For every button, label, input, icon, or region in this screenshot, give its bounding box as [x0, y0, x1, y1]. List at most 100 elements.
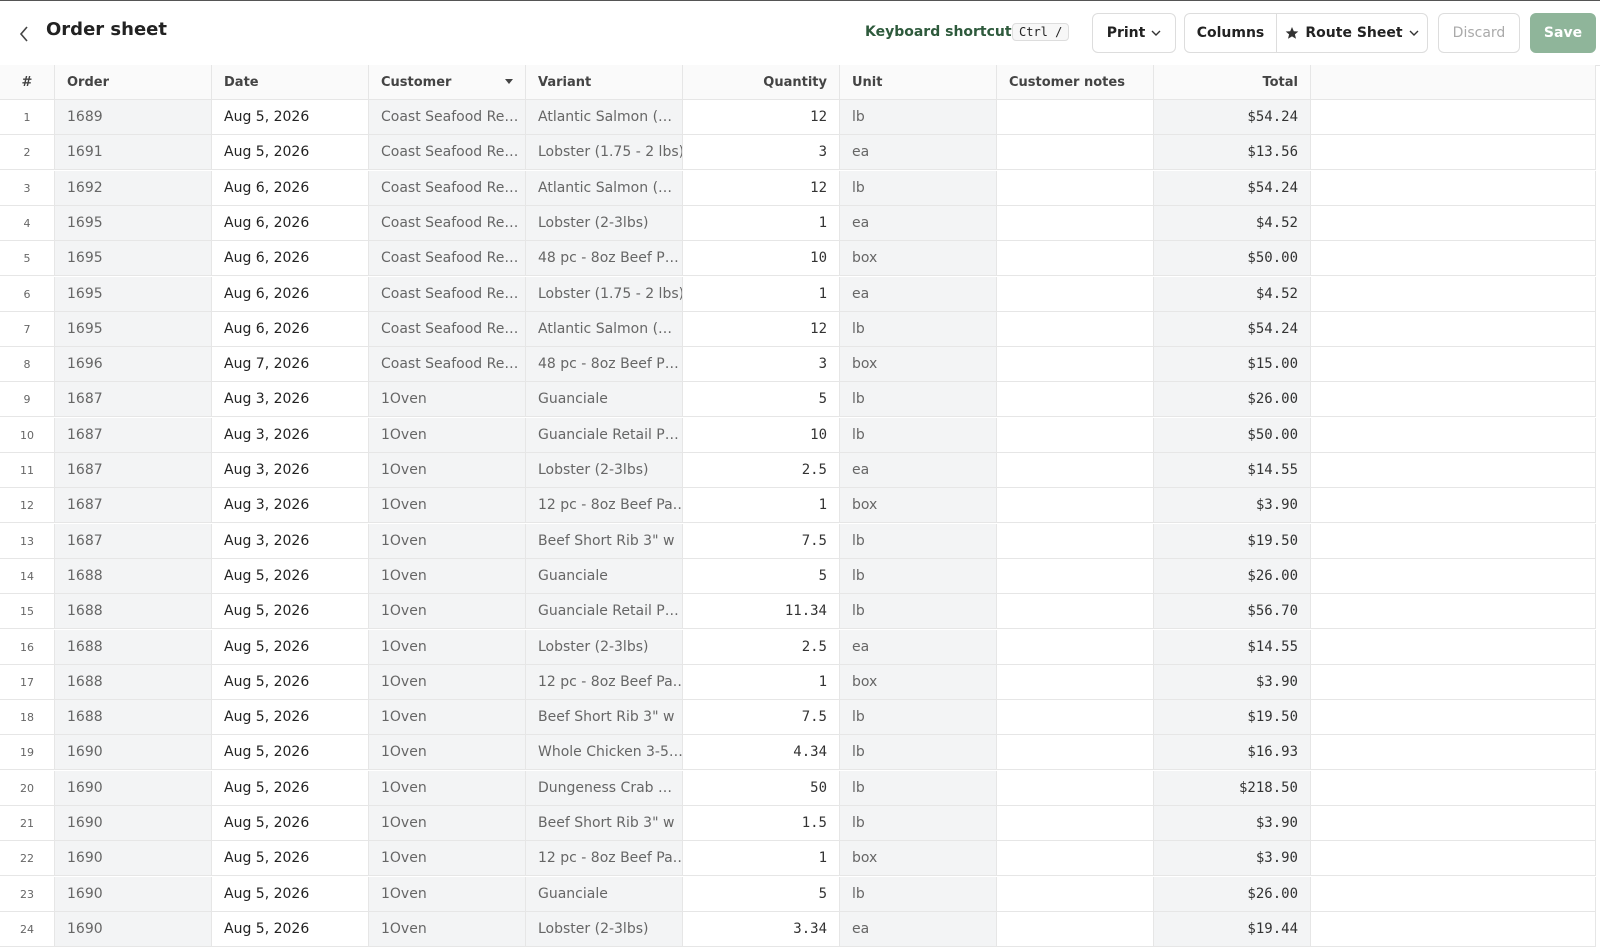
- column-header[interactable]: Variant: [526, 65, 683, 100]
- order[interactable]: 1690: [55, 876, 212, 912]
- unit[interactable]: lb: [840, 806, 997, 841]
- customer-notes[interactable]: [997, 629, 1154, 665]
- unit[interactable]: lb: [840, 170, 997, 206]
- customer[interactable]: 1Oven: [369, 417, 526, 453]
- total[interactable]: $14.55: [1154, 629, 1311, 665]
- date[interactable]: Aug 6, 2026: [212, 170, 369, 206]
- customer-notes[interactable]: [997, 770, 1154, 806]
- quantity[interactable]: 1: [683, 205, 840, 241]
- column-header[interactable]: Total: [1154, 65, 1311, 100]
- total[interactable]: $54.24: [1154, 100, 1311, 135]
- total[interactable]: $4.52: [1154, 276, 1311, 312]
- order[interactable]: 1690: [55, 841, 212, 877]
- variant[interactable]: Guanciale Retail P…: [526, 594, 683, 630]
- variant[interactable]: 48 pc - 8oz Beef P…: [526, 241, 683, 277]
- order[interactable]: 1695: [55, 205, 212, 241]
- variant[interactable]: 12 pc - 8oz Beef Pa…: [526, 488, 683, 524]
- total[interactable]: $4.52: [1154, 205, 1311, 241]
- total[interactable]: $50.00: [1154, 241, 1311, 277]
- customer[interactable]: 1Oven: [369, 911, 526, 947]
- customer[interactable]: 1Oven: [369, 841, 526, 877]
- quantity[interactable]: 5: [683, 558, 840, 594]
- shortcuts-link[interactable]: Keyboard shortcuts: [865, 24, 1020, 40]
- unit[interactable]: box: [840, 241, 997, 277]
- total[interactable]: $26.00: [1154, 382, 1311, 418]
- variant[interactable]: Atlantic Salmon (…: [526, 311, 683, 347]
- date[interactable]: Aug 7, 2026: [212, 347, 369, 383]
- date[interactable]: Aug 5, 2026: [212, 135, 369, 171]
- print-button[interactable]: Print: [1092, 13, 1176, 53]
- customer[interactable]: 1Oven: [369, 664, 526, 700]
- customer[interactable]: Coast Seafood Re…: [369, 205, 526, 241]
- date[interactable]: Aug 5, 2026: [212, 876, 369, 912]
- quantity[interactable]: 10: [683, 417, 840, 453]
- customer[interactable]: 1Oven: [369, 558, 526, 594]
- quantity[interactable]: 5: [683, 382, 840, 418]
- quantity[interactable]: 7.5: [683, 523, 840, 559]
- order[interactable]: 1688: [55, 629, 212, 665]
- order[interactable]: 1691: [55, 135, 212, 171]
- customer-notes[interactable]: [997, 911, 1154, 947]
- unit[interactable]: box: [840, 347, 997, 383]
- customer-notes[interactable]: [997, 135, 1154, 171]
- customer[interactable]: Coast Seafood Re…: [369, 241, 526, 277]
- customer[interactable]: 1Oven: [369, 594, 526, 630]
- route-sheet-button[interactable]: Route Sheet: [1276, 13, 1428, 53]
- order[interactable]: 1695: [55, 311, 212, 347]
- customer-notes[interactable]: [997, 205, 1154, 241]
- quantity[interactable]: 5: [683, 876, 840, 912]
- unit[interactable]: lb: [840, 100, 997, 135]
- order[interactable]: 1687: [55, 523, 212, 559]
- quantity[interactable]: 3: [683, 135, 840, 171]
- customer-notes[interactable]: [997, 523, 1154, 559]
- customer[interactable]: 1Oven: [369, 453, 526, 488]
- quantity[interactable]: 11.34: [683, 594, 840, 630]
- unit[interactable]: box: [840, 664, 997, 700]
- customer[interactable]: Coast Seafood Re…: [369, 311, 526, 347]
- quantity[interactable]: 1: [683, 664, 840, 700]
- quantity[interactable]: 7.5: [683, 700, 840, 736]
- total[interactable]: $13.56: [1154, 135, 1311, 171]
- variant[interactable]: Atlantic Salmon (…: [526, 170, 683, 206]
- customer[interactable]: Coast Seafood Re…: [369, 276, 526, 312]
- customer-notes[interactable]: [997, 417, 1154, 453]
- customer[interactable]: Coast Seafood Re…: [369, 100, 526, 135]
- total[interactable]: $19.44: [1154, 911, 1311, 947]
- total[interactable]: $19.50: [1154, 523, 1311, 559]
- unit[interactable]: lb: [840, 700, 997, 736]
- order[interactable]: 1689: [55, 100, 212, 135]
- variant[interactable]: Whole Chicken 3-5…: [526, 735, 683, 771]
- variant[interactable]: Lobster (1.75 - 2 lbs): [526, 135, 683, 171]
- column-header[interactable]: Order: [55, 65, 212, 100]
- order[interactable]: 1690: [55, 735, 212, 771]
- quantity[interactable]: 4.34: [683, 735, 840, 771]
- customer[interactable]: Coast Seafood Re…: [369, 170, 526, 206]
- quantity[interactable]: 3.34: [683, 911, 840, 947]
- order[interactable]: 1687: [55, 417, 212, 453]
- customer-notes[interactable]: [997, 170, 1154, 206]
- customer-notes[interactable]: [997, 664, 1154, 700]
- variant[interactable]: Lobster (2-3lbs): [526, 911, 683, 947]
- order[interactable]: 1688: [55, 594, 212, 630]
- quantity[interactable]: 1.5: [683, 806, 840, 841]
- customer[interactable]: 1Oven: [369, 382, 526, 418]
- save-button[interactable]: Save: [1530, 13, 1596, 53]
- quantity[interactable]: 1: [683, 488, 840, 524]
- unit[interactable]: lb: [840, 558, 997, 594]
- quantity[interactable]: 10: [683, 241, 840, 277]
- order[interactable]: 1690: [55, 770, 212, 806]
- unit[interactable]: box: [840, 841, 997, 877]
- total[interactable]: $3.90: [1154, 488, 1311, 524]
- unit[interactable]: lb: [840, 311, 997, 347]
- date[interactable]: Aug 5, 2026: [212, 594, 369, 630]
- customer-notes[interactable]: [997, 558, 1154, 594]
- order[interactable]: 1687: [55, 453, 212, 488]
- unit[interactable]: ea: [840, 205, 997, 241]
- unit[interactable]: lb: [840, 594, 997, 630]
- date[interactable]: Aug 5, 2026: [212, 664, 369, 700]
- order[interactable]: 1688: [55, 664, 212, 700]
- variant[interactable]: Guanciale: [526, 558, 683, 594]
- date[interactable]: Aug 3, 2026: [212, 453, 369, 488]
- order[interactable]: 1687: [55, 382, 212, 418]
- customer[interactable]: 1Oven: [369, 488, 526, 524]
